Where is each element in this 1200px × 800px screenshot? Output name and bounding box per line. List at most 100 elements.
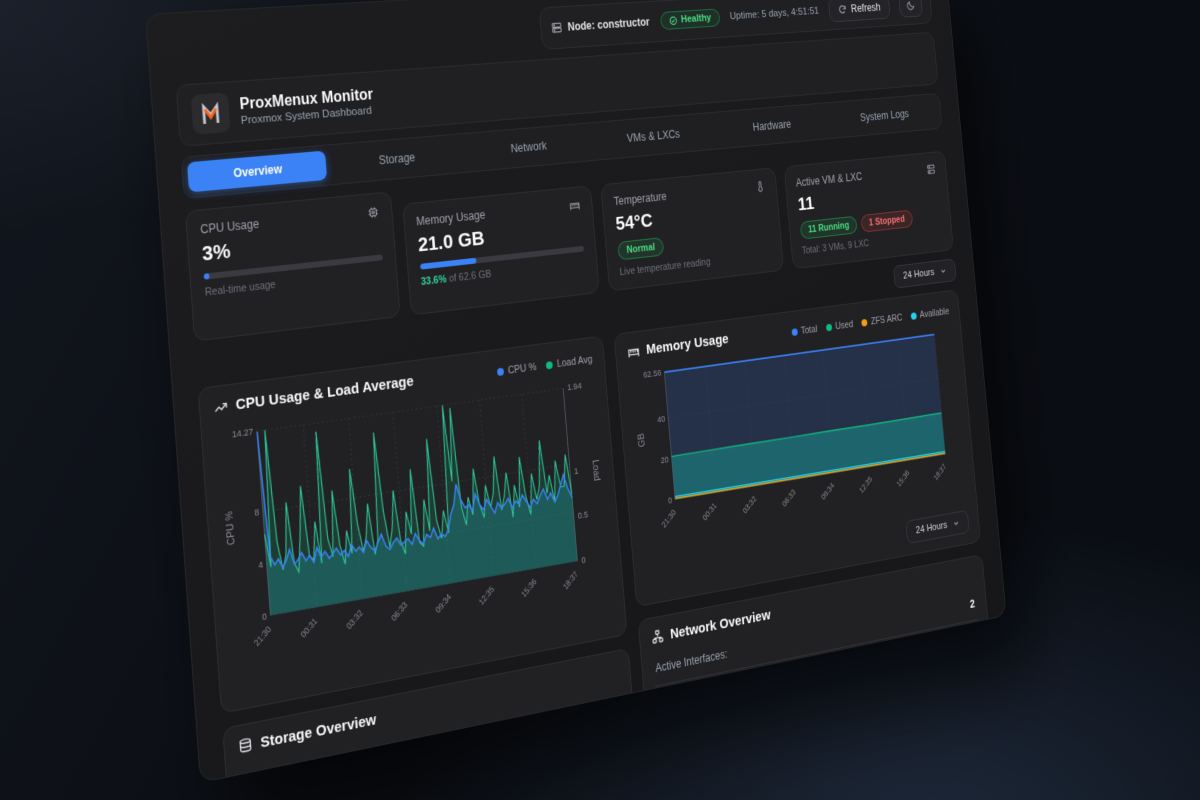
svg-text:03:32: 03:32 <box>741 494 758 515</box>
vm-running-badge: 11 Running <box>799 215 858 240</box>
charts-section: CPU Usage & Load Average CPU % Load Avg … <box>197 289 994 784</box>
memory-chart-icon <box>627 343 641 360</box>
temperature-card-title: Temperature <box>613 189 668 209</box>
cpu-load-chart-card: CPU Usage & Load Average CPU % Load Avg … <box>197 335 628 714</box>
svg-text:62.56: 62.56 <box>643 368 662 380</box>
svg-text:09:34: 09:34 <box>819 481 836 502</box>
tab-system-logs[interactable]: System Logs <box>859 107 910 124</box>
server-stack-icon <box>926 163 937 176</box>
legend-dot-load <box>546 361 554 370</box>
legend-dot-used <box>825 323 833 332</box>
thermometer-icon <box>754 180 765 194</box>
svg-text:09:34: 09:34 <box>433 592 453 615</box>
uptime-text: Uptime: 5 days, 4:51:51 <box>729 5 820 22</box>
memory-progress-fill <box>419 257 477 270</box>
svg-text:0: 0 <box>262 611 268 622</box>
svg-text:40: 40 <box>657 414 666 425</box>
memory-time-range-select[interactable]: 24 Hours <box>905 509 970 544</box>
svg-text:12:35: 12:35 <box>477 584 496 607</box>
svg-text:0: 0 <box>581 555 586 565</box>
tab-overview[interactable]: Overview <box>186 150 327 193</box>
refresh-label: Refresh <box>850 1 882 15</box>
svg-text:1: 1 <box>574 466 579 476</box>
svg-text:20: 20 <box>660 455 669 466</box>
svg-text:00:31: 00:31 <box>701 501 719 523</box>
moon-icon <box>906 0 916 11</box>
temperature-card: Temperature 54°C Normal Live temperature… <box>600 167 784 292</box>
vm-card-title: Active VM & LXC <box>795 170 863 190</box>
temperature-status-badge: Normal <box>617 237 665 261</box>
right-column: Memory Usage Total Used ZFS ARC Availabl… <box>613 289 992 732</box>
time-range-select[interactable]: 24 Hours <box>893 258 957 289</box>
svg-text:0.5: 0.5 <box>577 509 588 520</box>
legend-label-total: Total <box>800 323 818 337</box>
app-header-text: ProxMenux Monitor Proxmox System Dashboa… <box>239 86 375 127</box>
chevron-down-icon-2 <box>952 518 960 528</box>
tab-hardware[interactable]: Hardware <box>752 117 792 134</box>
network-icon <box>651 628 665 646</box>
refresh-button[interactable]: Refresh <box>827 0 891 23</box>
memory-usage-card: Memory Usage 21.0 GB 33.6% of 62.6 GB <box>401 185 600 316</box>
cpu-usage-card: CPU Usage 3% Real-time usage <box>184 191 401 342</box>
tab-storage[interactable]: Storage <box>378 150 416 168</box>
network-interface-badge[interactable]: vmbr0 <box>656 686 705 717</box>
chevron-down-icon <box>939 266 947 275</box>
memory-time-range-value: 24 Hours <box>915 519 948 537</box>
memory-chart-card: Memory Usage Total Used ZFS ARC Availabl… <box>613 289 981 607</box>
dashboard-panel: Node: constructor Healthy Uptime: 5 days… <box>145 0 1007 784</box>
network-interfaces-value: 2 <box>969 597 976 611</box>
vm-stopped-badge: 1 Stopped <box>860 209 914 233</box>
node-label: Node: constructor <box>567 15 651 34</box>
theme-toggle-button[interactable] <box>898 0 924 18</box>
svg-text:06:33: 06:33 <box>780 487 797 508</box>
legend-label-available: Available <box>919 306 950 321</box>
tab-network[interactable]: Network <box>510 139 548 156</box>
memory-caption-rest: of 62.6 GB <box>446 268 492 286</box>
legend-label-zfs: ZFS ARC <box>870 312 903 328</box>
svg-text:Load: Load <box>590 459 601 482</box>
left-column: CPU Usage & Load Average CPU % Load Avg … <box>197 335 638 784</box>
svg-text:12:35: 12:35 <box>858 474 874 495</box>
time-range-value: 24 Hours <box>902 267 935 282</box>
memory-area-chart: 62.56 40 20 0 GB 21:30 00:31 03:32 06:33 09:34 12:… <box>637 320 967 529</box>
disk-database-icon <box>237 736 253 755</box>
memory-stick-icon <box>569 199 581 213</box>
legend-label-load: Load Avg <box>556 353 593 370</box>
memory-card-title: Memory Usage <box>415 208 486 229</box>
storage-capacity-value: 26.8 TB <box>582 695 620 716</box>
legend-dot-total <box>791 328 798 337</box>
legend-dot-available <box>910 312 917 321</box>
refresh-icon <box>838 4 847 15</box>
node-info: Node: constructor <box>550 15 650 34</box>
network-interfaces-label: Active Interfaces: <box>654 647 728 676</box>
storage-disks-value: 7 disks <box>586 721 622 743</box>
svg-text:4: 4 <box>258 559 264 570</box>
legend-dot-zfs <box>861 318 868 327</box>
health-status-badge: Healthy <box>659 8 721 31</box>
storage-capacity-label: Total Capacity: <box>241 758 316 784</box>
svg-text:21:30: 21:30 <box>252 624 273 648</box>
active-vm-lxc-card: Active VM & LXC 11 11 Running 1 Stopped … <box>783 150 954 270</box>
trending-up-icon <box>213 398 229 416</box>
cpu-load-chart: 14.27 8 4 0 1.94 1 0.5 0 CPU % Load 21:30 00:31 03:3… <box>225 381 601 648</box>
svg-text:8: 8 <box>254 507 260 518</box>
svg-text:21:30: 21:30 <box>660 507 678 529</box>
svg-text:18:37: 18:37 <box>561 569 580 591</box>
svg-text:15:36: 15:36 <box>895 468 911 489</box>
storage-row-disks: Physical Disks: 7 disks <box>241 715 624 783</box>
legend-dot-cpu <box>496 367 505 377</box>
svg-text:14.27: 14.27 <box>232 427 254 440</box>
proxmenux-logo <box>190 92 231 135</box>
svg-text:15:36: 15:36 <box>519 576 538 599</box>
legend-label-used: Used <box>834 319 854 332</box>
tab-vms-lxcs[interactable]: VMs & LXCs <box>626 127 681 145</box>
svg-text:1.94: 1.94 <box>567 381 582 393</box>
legend-label-cpu: CPU % <box>507 361 537 377</box>
svg-text:0: 0 <box>668 495 673 505</box>
cpu-card-title: CPU Usage <box>199 216 260 237</box>
memory-caption-percent: 33.6% <box>420 273 447 288</box>
svg-text:06:33: 06:33 <box>389 600 409 623</box>
svg-text:00:31: 00:31 <box>299 616 320 640</box>
svg-text:GB: GB <box>637 432 647 447</box>
